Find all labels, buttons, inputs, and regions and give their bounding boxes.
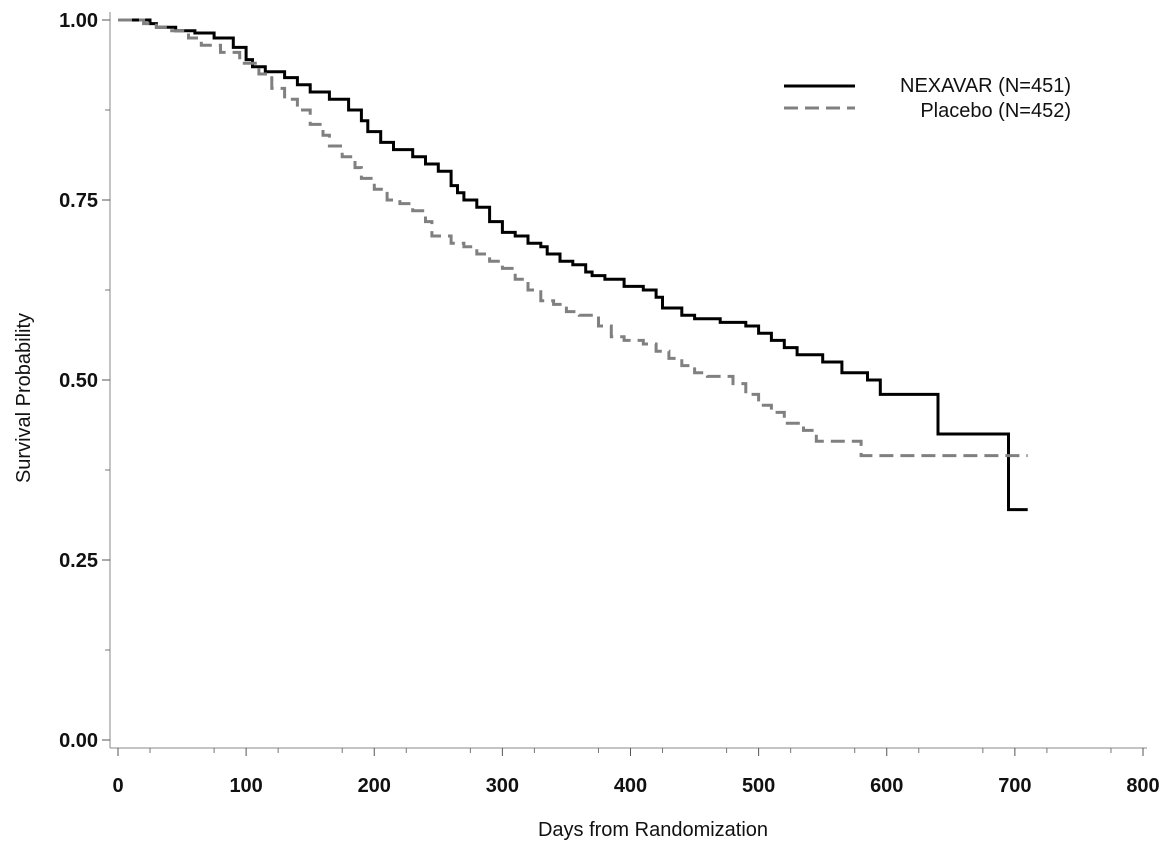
x-tick-label: 600 bbox=[870, 775, 903, 797]
axes bbox=[109, 12, 1147, 749]
y-tick-label: 1.00 bbox=[59, 10, 98, 32]
x-tick-label: 0 bbox=[112, 775, 123, 797]
x-axis-ticks: 0 100 200 300 400 500 600 700 800 bbox=[112, 748, 1160, 797]
x-tick-label: 500 bbox=[742, 775, 775, 797]
legend-label-placebo: Placebo (N=452) bbox=[920, 100, 1071, 122]
y-axis-ticks: 0.00 0.25 0.50 0.75 1.00 bbox=[59, 10, 110, 752]
x-tick-label: 800 bbox=[1126, 775, 1159, 797]
x-tick-label: 400 bbox=[614, 775, 647, 797]
series-line-placebo bbox=[118, 18, 1028, 458]
y-tick-label: 0.00 bbox=[59, 730, 98, 752]
x-tick-label: 100 bbox=[229, 775, 262, 797]
x-tick-label: 300 bbox=[486, 775, 519, 797]
legend-label-nexavar: NEXAVAR (N=451) bbox=[900, 75, 1071, 97]
series-layer bbox=[118, 18, 1028, 512]
y-tick-label: 0.75 bbox=[59, 190, 98, 212]
x-tick-label: 200 bbox=[358, 775, 391, 797]
y-axis-title: Survival Probability bbox=[13, 313, 35, 483]
series-line-nexavar bbox=[118, 18, 1028, 512]
x-axis-title: Days from Randomization bbox=[538, 819, 768, 841]
legend: NEXAVAR (N=451) Placebo (N=452) bbox=[784, 75, 1071, 122]
x-tick-label: 700 bbox=[998, 775, 1031, 797]
y-tick-label: 0.50 bbox=[59, 370, 98, 392]
y-tick-label: 0.25 bbox=[59, 550, 98, 572]
